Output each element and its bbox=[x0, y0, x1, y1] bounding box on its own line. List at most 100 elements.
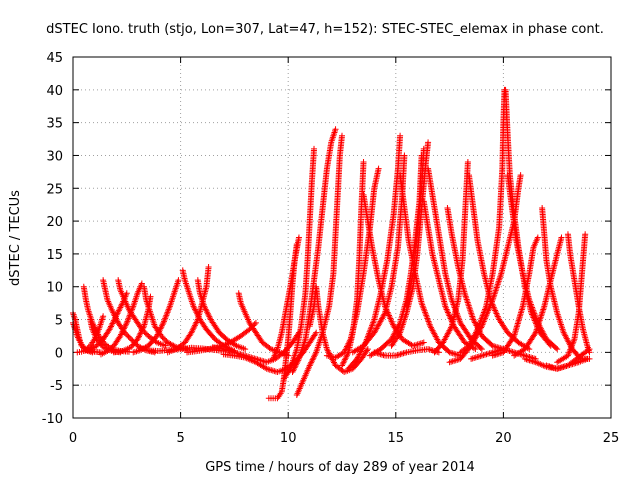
data-point bbox=[115, 308, 122, 315]
data-point bbox=[306, 362, 313, 369]
y-tick-label: 5 bbox=[55, 314, 63, 329]
data-point bbox=[307, 361, 314, 368]
data-point bbox=[109, 320, 116, 327]
x-tick-label: 5 bbox=[176, 431, 184, 446]
data-point bbox=[308, 358, 315, 365]
data-point bbox=[136, 331, 143, 338]
data-point bbox=[108, 322, 115, 329]
data-point bbox=[190, 303, 197, 310]
data-point bbox=[140, 324, 147, 331]
data-point bbox=[160, 318, 167, 325]
data-point bbox=[122, 330, 129, 337]
data-point bbox=[163, 310, 170, 317]
series-15 bbox=[194, 277, 249, 353]
data-point bbox=[191, 323, 198, 330]
data-point bbox=[164, 309, 171, 316]
data-point bbox=[137, 330, 144, 337]
y-tick-label: 30 bbox=[46, 149, 63, 164]
data-point bbox=[158, 324, 165, 331]
data-point bbox=[116, 305, 123, 312]
data-point bbox=[142, 330, 149, 337]
data-point bbox=[110, 311, 117, 318]
y-tick-label: 20 bbox=[46, 215, 63, 230]
data-point bbox=[175, 277, 182, 284]
data-point bbox=[160, 319, 167, 326]
data-point bbox=[313, 329, 320, 336]
data-point bbox=[113, 315, 120, 322]
data-point bbox=[118, 331, 125, 338]
series-24 bbox=[293, 132, 345, 399]
data-point bbox=[311, 145, 318, 152]
data-point bbox=[93, 342, 100, 349]
x-tick-label: 10 bbox=[280, 431, 297, 446]
data-point bbox=[134, 336, 141, 343]
y-tick-label: 25 bbox=[46, 182, 63, 197]
data-point bbox=[309, 356, 316, 363]
data-point bbox=[289, 369, 296, 376]
data-point bbox=[138, 328, 145, 335]
data-point bbox=[125, 315, 132, 322]
data-point bbox=[340, 359, 347, 366]
data-point bbox=[121, 329, 128, 336]
data-point bbox=[339, 132, 345, 139]
data-point bbox=[205, 312, 212, 319]
data-point bbox=[138, 280, 145, 287]
data-point bbox=[312, 350, 319, 357]
data-point bbox=[128, 336, 135, 343]
data-point bbox=[205, 264, 212, 271]
data-point bbox=[364, 346, 371, 353]
data-point bbox=[202, 306, 209, 313]
data-point bbox=[190, 325, 197, 332]
data-point bbox=[344, 350, 351, 357]
data-point bbox=[332, 126, 339, 133]
data-point bbox=[135, 333, 142, 340]
data-point bbox=[192, 320, 199, 327]
data-point bbox=[194, 318, 201, 325]
data-point bbox=[232, 341, 239, 348]
data-point bbox=[94, 341, 101, 348]
data-point bbox=[123, 319, 130, 326]
x-axis-label: GPS time / hours of day 289 of year 2014 bbox=[205, 460, 475, 475]
data-point bbox=[112, 313, 119, 320]
data-point bbox=[162, 336, 169, 343]
data-point bbox=[123, 321, 130, 328]
data-point bbox=[107, 324, 114, 331]
data-point bbox=[135, 334, 142, 341]
data-point bbox=[293, 360, 300, 367]
data-point bbox=[343, 353, 350, 360]
x-tick-label: 0 bbox=[69, 431, 77, 446]
data-point bbox=[201, 304, 208, 311]
data-point bbox=[292, 363, 299, 370]
data-point bbox=[266, 344, 273, 351]
y-tick-label: 35 bbox=[46, 117, 63, 132]
data-point bbox=[117, 304, 124, 311]
data-point bbox=[158, 332, 165, 339]
series-21 bbox=[270, 234, 302, 362]
data-point bbox=[252, 319, 259, 326]
data-point bbox=[115, 307, 122, 314]
data-point bbox=[191, 304, 198, 311]
data-point bbox=[160, 335, 167, 342]
data-point bbox=[111, 312, 118, 319]
data-point bbox=[113, 316, 120, 323]
data-point bbox=[138, 327, 145, 334]
data-point bbox=[201, 303, 208, 310]
y-tick-label: -10 bbox=[42, 412, 63, 427]
data-point bbox=[295, 357, 302, 364]
data-point bbox=[310, 355, 317, 362]
data-point bbox=[189, 326, 196, 333]
data-point bbox=[193, 319, 200, 326]
data-point bbox=[118, 303, 125, 310]
chart-title: dSTEC Iono. truth (stjo, Lon=307, Lat=47… bbox=[46, 22, 604, 37]
series-23 bbox=[289, 126, 339, 376]
data-point bbox=[189, 328, 196, 335]
data-point bbox=[97, 338, 104, 345]
data-point bbox=[342, 355, 349, 362]
data-point bbox=[108, 323, 115, 330]
data-point bbox=[117, 332, 124, 339]
data-point bbox=[110, 309, 117, 316]
data-point bbox=[363, 347, 370, 354]
x-tick-label: 25 bbox=[603, 431, 620, 446]
data-point bbox=[89, 349, 96, 356]
